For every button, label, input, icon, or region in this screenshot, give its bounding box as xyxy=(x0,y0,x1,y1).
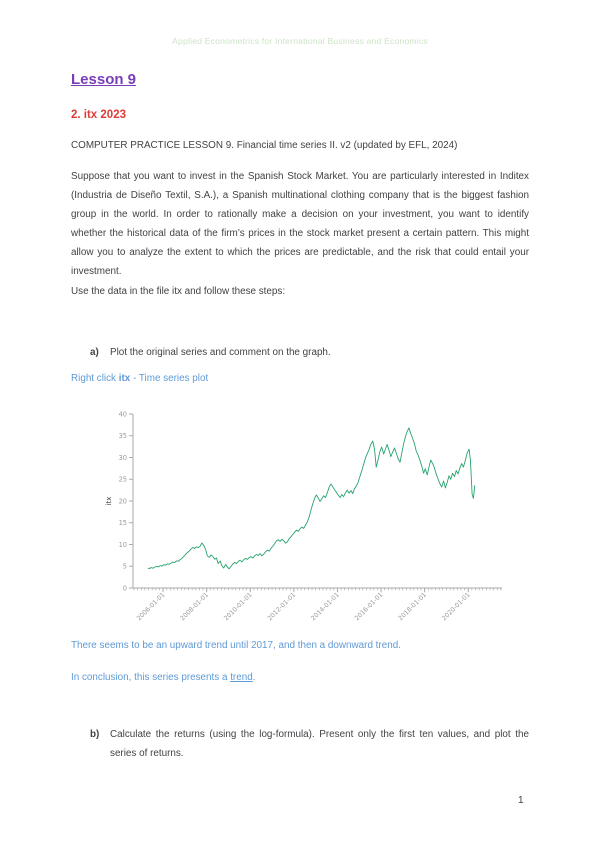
x-tick-label: 2008-01-01 xyxy=(179,591,210,622)
chart-canvas: 0 5 10 15 20 25 30 35 40 2006-01-01 2008-01-01 2010… xyxy=(105,410,502,622)
task-item-b: b) Calculate the returns (using the log-… xyxy=(90,726,529,764)
itx-time-series-chart: 0 5 10 15 20 25 30 35 40 2006-01-01 2008-01-01 2010… xyxy=(100,406,505,630)
y-tick-label: 10 xyxy=(119,541,127,549)
task-b-marker: b) xyxy=(90,729,100,740)
y-tick-label: 5 xyxy=(123,563,127,571)
trend-link[interactable]: trend xyxy=(230,672,253,683)
task-a-marker: a) xyxy=(90,347,99,358)
x-tick-label: 2006-01-01 xyxy=(136,591,167,622)
instruction-line: Use the data in the file itx and follow … xyxy=(71,286,286,297)
x-tick-label: 2014-01-01 xyxy=(310,591,341,622)
x-tick-label: 2012-01-01 xyxy=(266,591,297,622)
section-title: 2. itx 2023 xyxy=(71,109,126,121)
y-tick-label: 35 xyxy=(119,432,127,440)
y-tick-label: 30 xyxy=(119,454,127,462)
running-header: Applied Econometrics for International B… xyxy=(172,36,428,46)
intro-paragraph: Suppose that you want to invest in the S… xyxy=(71,171,529,277)
answer-comment-2-suffix: . xyxy=(252,672,256,683)
itx-series-line xyxy=(147,427,476,570)
practice-line: COMPUTER PRACTICE LESSON 9. Financial ti… xyxy=(71,140,458,151)
task-b-text: Calculate the returns (using the log-for… xyxy=(110,729,529,759)
page-number: 1 xyxy=(518,795,524,806)
x-tick-label: 2010-01-01 xyxy=(223,591,254,622)
y-tick-label: 0 xyxy=(123,584,127,592)
answer-comment-2: In conclusion, this series presents a tr… xyxy=(71,672,541,683)
task-a-text: Plot the original series and comment on … xyxy=(110,347,331,358)
answer-comment-1: There seems to be an upward trend until … xyxy=(71,640,401,651)
lesson-title: Lesson 9 xyxy=(71,71,137,88)
y-tick-label: 15 xyxy=(119,519,127,527)
answer-steps-suffix: - Time series plot xyxy=(130,373,209,384)
y-axis-title: itx xyxy=(105,497,113,506)
x-tick-label: 2020-01-01 xyxy=(441,591,472,622)
answer-comment-2-prefix: In conclusion, this series presents a xyxy=(71,672,231,683)
y-tick-label: 25 xyxy=(119,476,127,484)
task-item-a: a) Plot the original series and comment … xyxy=(90,344,529,363)
y-tick-label: 40 xyxy=(119,410,127,418)
answer-steps-prefix: Right click xyxy=(71,373,119,384)
x-tick-label: 2018-01-01 xyxy=(397,591,428,622)
y-tick-label: 20 xyxy=(119,497,127,505)
x-tick-label: 2016-01-01 xyxy=(354,591,385,622)
answer-steps-emphasis: itx xyxy=(118,373,131,384)
answer-steps-line: Right click itx - Time series plot xyxy=(71,373,541,384)
